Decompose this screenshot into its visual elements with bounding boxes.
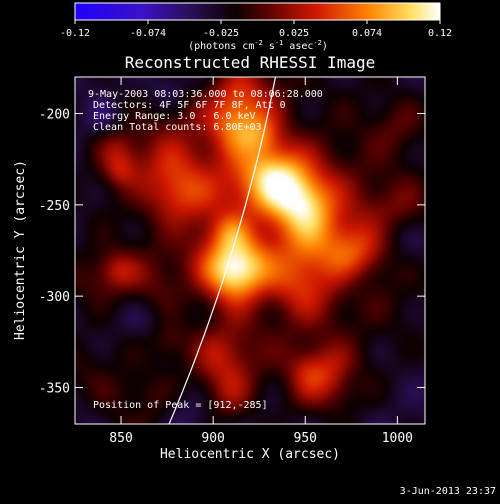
chart-title: Reconstructed RHESSI Image — [125, 53, 375, 72]
plot-frame — [74, 76, 426, 425]
colorbar-tick-label: -0.12 — [60, 28, 90, 39]
x-axis-label: Heliocentric X (arcsec) — [160, 447, 340, 462]
y-tick-label: -300 — [39, 290, 70, 305]
colorbar-tick-label: 0.025 — [279, 28, 309, 39]
colorbar-units: (photons cm-2 s-1 asec-2) — [188, 39, 328, 52]
x-tick-label: 900 — [201, 431, 224, 446]
annotation-line: Energy Range: 3.0 - 6.0 keV — [93, 111, 256, 122]
annotation-line: Detectors: 4F 5F 6F 7F 8F, Att 0 — [93, 100, 286, 111]
x-tick-label: 950 — [294, 431, 317, 446]
annotation-block: 9-May-2003 08:03:36.000 to 08:06:28.000D… — [88, 89, 323, 133]
annotation-line: 9-May-2003 08:03:36.000 to 08:06:28.000 — [88, 89, 323, 100]
colorbar-tick-label: -0.025 — [203, 28, 239, 39]
y-tick-label: -250 — [39, 199, 70, 214]
colorbar — [74, 2, 441, 21]
y-axis-label: Heliocentric Y (arcsec) — [13, 160, 28, 340]
y-tick-label: -200 — [39, 108, 70, 123]
colorbar-tick-label: -0.074 — [130, 28, 166, 39]
x-tick-label: 850 — [109, 431, 132, 446]
footer-timestamp: 3-Jun-2013 23:37 — [400, 486, 496, 497]
solar-limb — [168, 77, 276, 424]
annotation-line: Clean Total counts: 6.80E+03 — [93, 122, 262, 133]
colorbar-tick-label: 0.074 — [352, 28, 382, 39]
y-axis: -200 -250 -300 -350 — [39, 108, 425, 396]
colorbar-tick-label: 0.12 — [428, 28, 452, 39]
y-tick-label: -350 — [39, 381, 70, 396]
x-tick-label: 1000 — [382, 431, 413, 446]
peak-position-label: Position of Peak = [912,-285] — [93, 400, 268, 411]
colorbar-ticks: -0.12 -0.074 -0.025 0.025 0.074 0.12 — [60, 20, 452, 39]
heatmap-image — [75, 77, 425, 424]
x-axis: 850 900 950 1000 — [109, 77, 413, 446]
